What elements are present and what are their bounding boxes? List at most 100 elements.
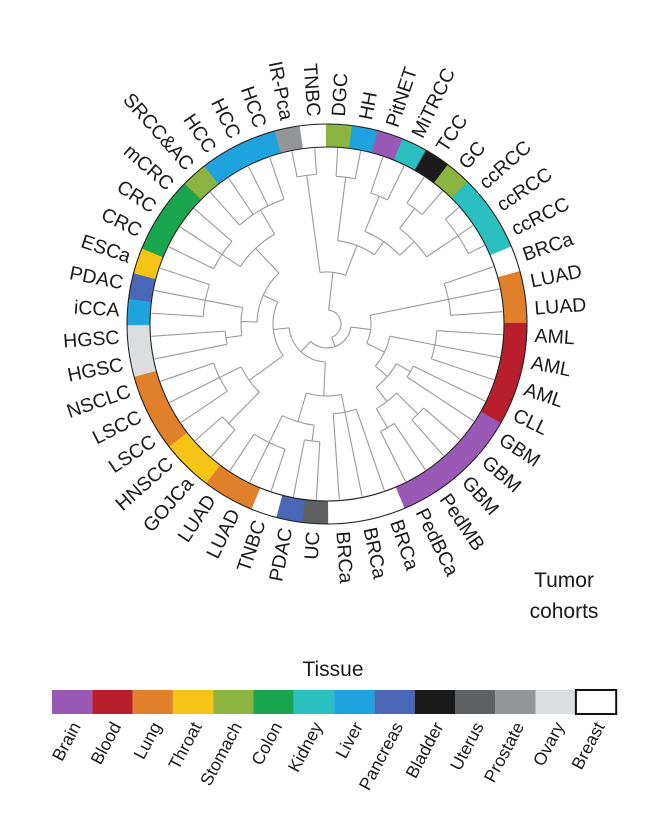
ring-segment [299, 123, 327, 149]
tree-branch [179, 226, 223, 255]
ring-segment [301, 499, 329, 525]
tree-branch [269, 157, 285, 200]
tree-arc [328, 309, 342, 338]
tree-arc [366, 315, 372, 344]
tree-arc [444, 218, 469, 254]
tree-branch [328, 272, 334, 311]
cohort-label: HGSC [66, 354, 126, 387]
cohort-label: IR-Pca [264, 59, 297, 122]
tree-branch [260, 209, 276, 235]
tree-branch [193, 208, 233, 242]
tree-branch [306, 175, 321, 273]
tree-branch [151, 330, 226, 337]
legend-label-brain: Brain [48, 719, 85, 764]
tree-branch [300, 341, 311, 353]
cohort-label: BRCa [359, 525, 391, 581]
tree-branch [399, 208, 416, 229]
tree-branch [411, 419, 445, 457]
tree-arc [282, 415, 315, 426]
tree-branch [375, 386, 388, 402]
legend-swatch-uterus [455, 690, 496, 714]
ring-inner-edge [149, 146, 505, 502]
tree-branch [168, 246, 214, 270]
tree-branch [355, 408, 385, 491]
tree-branch [406, 176, 425, 204]
cohort-label: BRCa [331, 531, 357, 585]
legend-title: Tissue [302, 658, 363, 681]
tree-arc [370, 192, 388, 201]
legend-label-breast: Breast [567, 719, 608, 773]
tree-branch [396, 392, 419, 415]
ring-segment [502, 322, 528, 350]
tree-arc [430, 330, 438, 360]
tree-branch [426, 235, 459, 258]
tree-branch [273, 327, 290, 331]
tree-branch [344, 245, 358, 276]
tree-branch [229, 433, 255, 472]
tree-branch [154, 343, 228, 360]
ring-segment [327, 499, 355, 525]
tree-branch [354, 151, 362, 179]
tree-branch [270, 449, 286, 492]
ring-caption-line2: cohorts [530, 600, 599, 623]
tree-branch [350, 326, 371, 331]
cohort-label: PDAC [265, 526, 297, 583]
tree-branch [219, 366, 242, 379]
tree-branch [444, 266, 494, 285]
tree-branch [268, 415, 283, 443]
tree-branch [344, 412, 363, 497]
tree-branch [450, 311, 503, 316]
legend-label-kidney: Kidney [284, 718, 327, 775]
tree-arc [310, 326, 352, 349]
tree-arc [213, 362, 228, 392]
legend-swatch-bladder [414, 690, 455, 714]
legend-swatch-liver [334, 690, 375, 714]
cohort-label: PDAC [68, 262, 125, 294]
tree-branch [374, 365, 388, 377]
tree-branch [151, 312, 204, 317]
tree-branch [340, 394, 346, 413]
tree-branch [332, 413, 340, 500]
tree-branch [249, 442, 270, 483]
tree-branch [337, 177, 347, 241]
tree-branch [393, 423, 426, 471]
legend-swatch-colon [253, 690, 294, 714]
tree-branch [323, 361, 326, 396]
ring-outer-edge [126, 123, 528, 525]
legend-swatch-ovary [535, 690, 576, 714]
tree-branch [247, 166, 269, 207]
cohort-label: HGSC [62, 327, 120, 353]
cohort-label: DGC [328, 72, 353, 117]
cohort-label: AML [521, 379, 566, 413]
tree-branch [160, 362, 214, 382]
tree-branch [228, 177, 254, 215]
tree-branch [205, 299, 243, 309]
cohort-label: TNBC [299, 63, 325, 117]
dendrogram-tree [151, 148, 503, 500]
tree-branch [406, 376, 475, 422]
tree-branch [209, 191, 240, 226]
tree-branch [180, 390, 228, 423]
tree-branch [255, 248, 280, 274]
tree-branch [211, 429, 236, 458]
cohort-label: AML [534, 325, 576, 349]
legend-label-liver: Liver [331, 719, 367, 762]
tree-arc [224, 331, 228, 345]
tree-branch [396, 363, 411, 373]
tree-branch [262, 294, 278, 303]
legend-swatch-throat [172, 690, 214, 714]
legend-label-uterus: Uterus [446, 718, 488, 773]
tree-branch [444, 206, 460, 220]
tree-branch [169, 377, 220, 404]
tree-arc [406, 365, 414, 378]
tree-branch [457, 225, 474, 237]
tree-branch [221, 253, 241, 268]
tree-branch [159, 267, 210, 286]
tree-branch [225, 335, 242, 339]
tree-branch [374, 241, 385, 256]
legend-label-ovary: Ovary [529, 718, 569, 769]
legend-swatch-pancreas [374, 690, 415, 714]
legend-swatch-brain [52, 690, 93, 714]
